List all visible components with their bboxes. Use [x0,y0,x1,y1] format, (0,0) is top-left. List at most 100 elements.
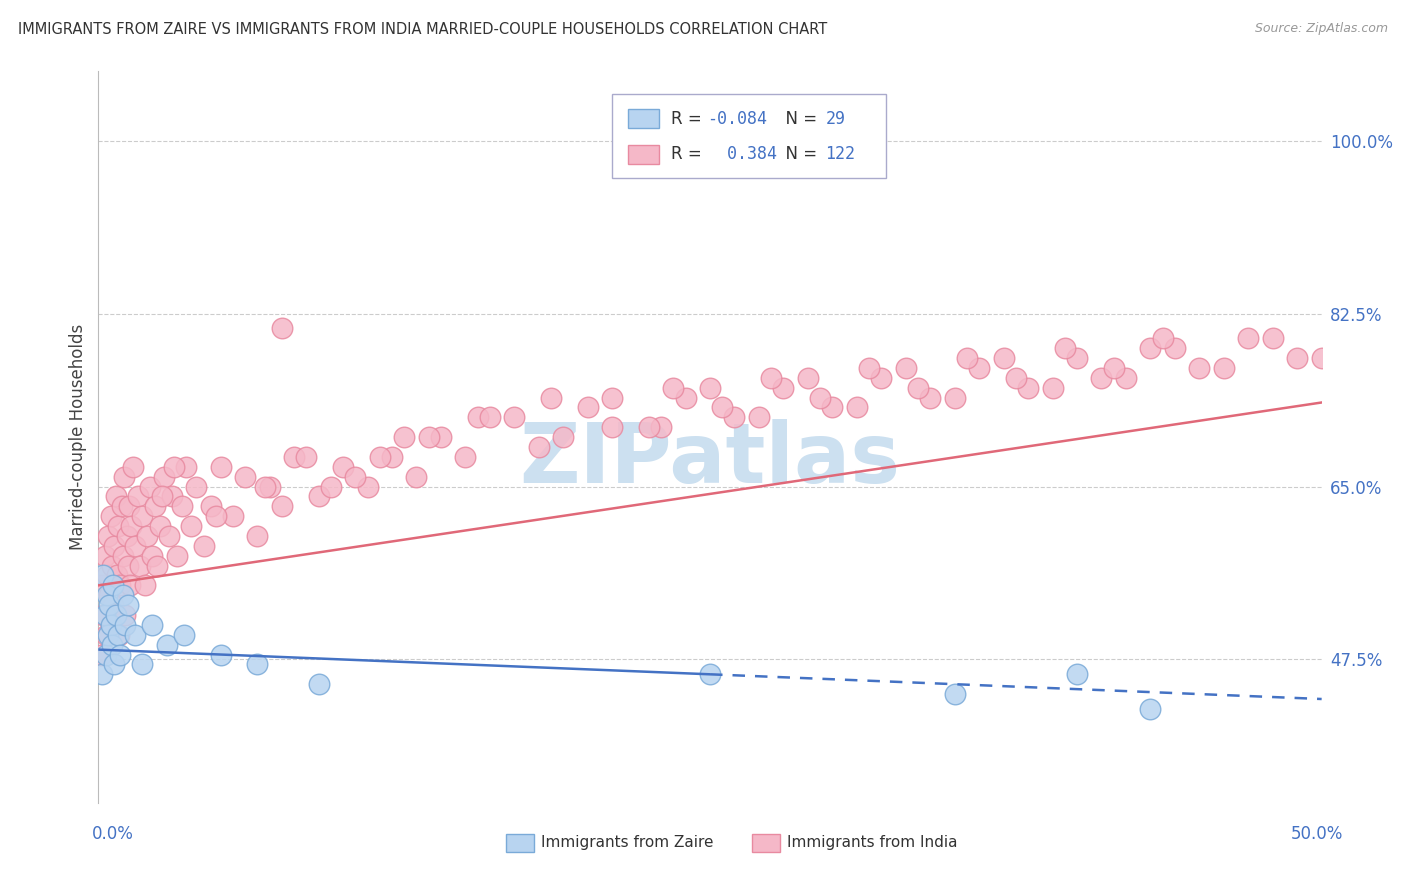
Point [94,648,117,662]
Point [943,391,966,405]
Point [1139,702,1161,716]
Point [1090,371,1112,385]
Point [114,618,136,632]
Point [222,509,245,524]
Point [381,450,404,464]
Point [100,618,122,632]
Point [1042,381,1064,395]
Text: R =: R = [671,110,707,128]
Point [200,500,222,514]
Text: 50.0%: 50.0% [1291,825,1343,843]
Point [454,450,477,464]
Point [103,657,125,672]
Point [107,519,129,533]
Text: N =: N = [775,145,823,163]
Point [553,430,575,444]
Point [356,479,378,493]
Point [295,450,318,464]
Text: 0.0%: 0.0% [91,825,134,843]
Point [1102,360,1125,375]
Point [600,391,623,405]
Point [845,401,868,415]
Point [131,509,153,524]
Point [319,479,342,493]
Point [1310,351,1333,365]
Point [111,588,134,602]
Point [108,628,131,642]
Point [1261,331,1284,345]
Point [176,459,198,474]
Point [907,381,929,395]
Point [110,648,132,662]
Point [160,489,183,503]
Point [209,459,232,474]
Point [104,489,127,503]
Point [699,667,721,681]
Point [91,607,114,622]
Point [1212,360,1234,375]
Point [270,500,294,514]
Point [101,638,124,652]
Point [96,568,118,582]
Point [127,489,149,503]
Point [467,410,489,425]
Point [1004,371,1026,385]
Point [100,509,122,524]
Point [91,568,114,582]
Point [748,410,770,425]
Point [131,657,153,672]
Point [662,381,685,395]
Text: -0.084: -0.084 [707,110,768,128]
Point [772,381,794,395]
Point [120,519,142,533]
Point [114,607,136,622]
Point [117,598,139,612]
Text: Immigrants from India: Immigrants from India [787,836,957,850]
Text: Immigrants from Zaire: Immigrants from Zaire [541,836,714,850]
Point [600,420,623,434]
Point [96,588,118,602]
Point [117,558,139,573]
Text: 122: 122 [825,145,855,163]
Point [124,628,146,642]
Point [1053,341,1076,355]
Point [173,628,195,642]
Point [98,598,121,612]
Point [723,410,745,425]
Point [1188,360,1211,375]
Point [98,588,121,602]
Point [112,469,135,483]
Point [870,371,893,385]
Point [115,529,138,543]
Point [1139,341,1161,355]
Text: 0.384: 0.384 [707,145,778,163]
Point [797,371,820,385]
Point [711,401,734,415]
Point [90,648,112,662]
Point [821,401,844,415]
Point [270,321,294,335]
Point [129,558,152,573]
Point [246,529,269,543]
Point [699,381,721,395]
Point [111,500,134,514]
Point [368,450,391,464]
Point [149,519,172,533]
Point [253,479,276,493]
Point [418,430,440,444]
Point [107,628,129,642]
Text: IMMIGRANTS FROM ZAIRE VS IMMIGRANTS FROM INDIA MARRIED-COUPLE HOUSEHOLDS CORRELA: IMMIGRANTS FROM ZAIRE VS IMMIGRANTS FROM… [18,22,828,37]
Point [110,578,132,592]
Point [1164,341,1187,355]
Y-axis label: Married-couple Households: Married-couple Households [69,324,87,550]
Point [157,529,180,543]
Point [478,410,501,425]
Text: 29: 29 [825,110,845,128]
Point [101,598,124,612]
Point [405,469,427,483]
Point [156,638,179,652]
Point [576,401,599,415]
Point [503,410,526,425]
Point [136,529,159,543]
Point [1286,351,1309,365]
